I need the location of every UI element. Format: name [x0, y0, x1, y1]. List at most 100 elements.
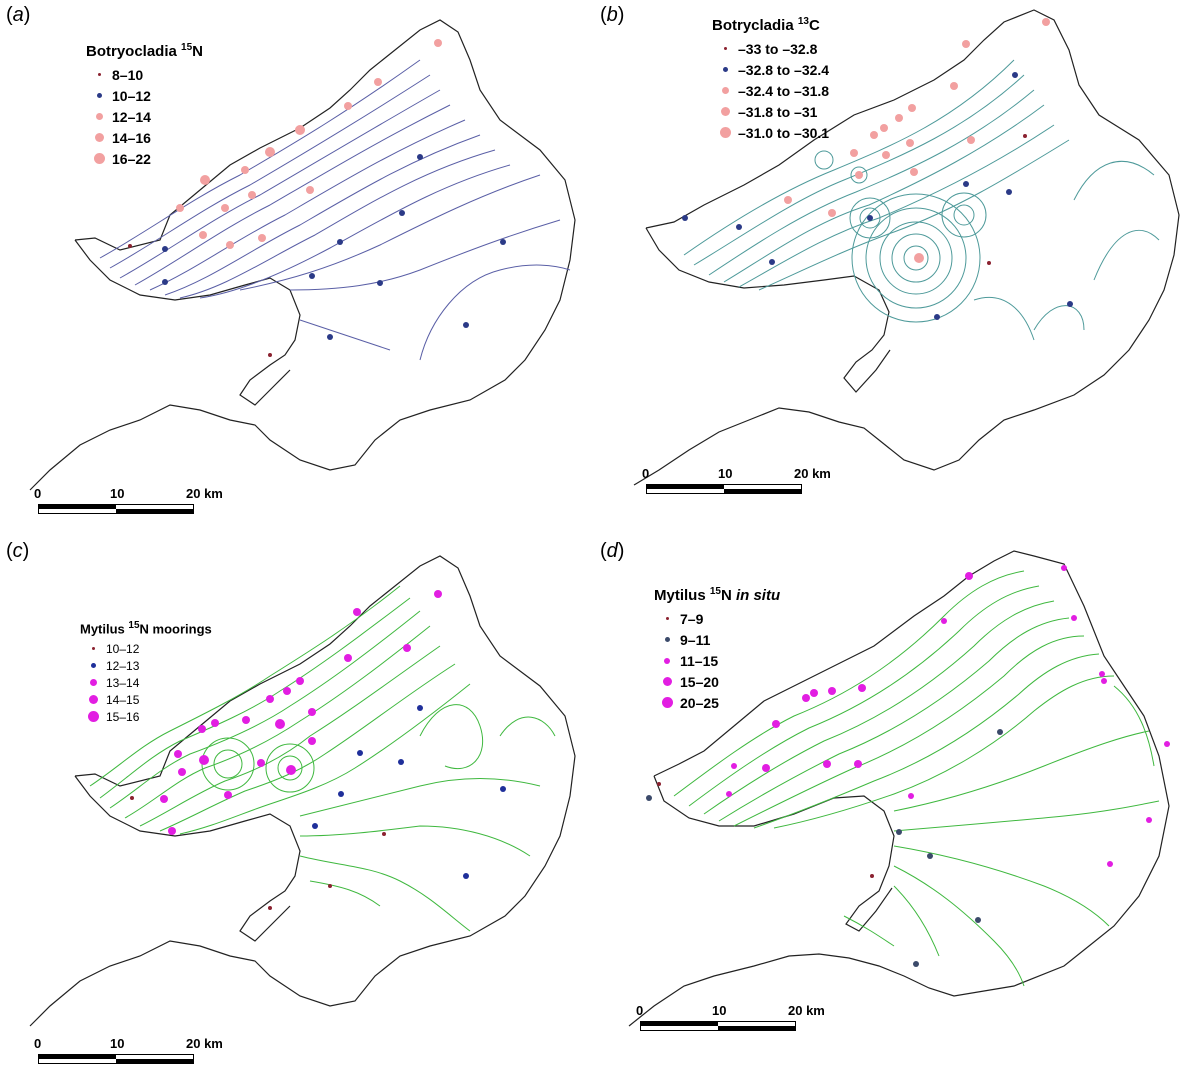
legend-symbol	[712, 107, 738, 116]
sample-point	[399, 210, 405, 216]
sample-point	[174, 750, 182, 758]
sample-point	[802, 694, 810, 702]
legend-item: 10–12	[80, 640, 212, 657]
scale-label-20: 20 km	[794, 466, 831, 481]
sample-point	[1067, 301, 1073, 307]
legend-item: 20–25	[654, 692, 780, 713]
sample-point	[895, 114, 903, 122]
scale-label-10: 10	[110, 1036, 125, 1051]
legend-symbol	[86, 73, 112, 76]
sample-point	[810, 689, 818, 697]
sample-point	[975, 917, 981, 923]
sample-point	[906, 139, 914, 147]
sample-point	[896, 829, 902, 835]
legend-label: –31.8 to –31	[738, 103, 818, 120]
sample-point	[168, 827, 176, 835]
sample-point	[463, 873, 469, 879]
sample-point	[1107, 861, 1113, 867]
sample-point	[913, 961, 919, 967]
sample-point	[327, 334, 333, 340]
legend-symbol	[654, 657, 680, 664]
legend-symbol	[80, 711, 106, 723]
legend-item: 8–10	[86, 64, 203, 85]
sample-point	[828, 209, 836, 217]
legend-item: –31.0 to –30.1	[712, 122, 829, 143]
sample-point	[417, 705, 423, 711]
sample-point	[338, 791, 344, 797]
legend-item: –33 to –32.8	[712, 38, 829, 59]
sample-point	[682, 215, 688, 221]
coastline	[628, 550, 1170, 1027]
sample-point	[769, 259, 775, 265]
legend-title: Mytilus 15N in situ	[654, 586, 781, 604]
sample-point	[224, 791, 232, 799]
map-panel-a: (a) Botryocladia 15N 8–10 10–12 12–14 14–16…	[0, 0, 594, 536]
legend-item: –32.4 to –31.8	[712, 80, 829, 101]
isotope-contours	[673, 570, 1160, 987]
legend-item: 11–15	[654, 650, 780, 671]
sample-point	[377, 280, 383, 286]
sample-point	[927, 853, 933, 859]
sample-point	[242, 716, 250, 724]
sample-point	[880, 124, 888, 132]
sample-point	[854, 760, 862, 768]
sample-point	[1042, 18, 1050, 26]
legend-rows: –33 to –32.8 –32.8 to –32.4 –32.4 to –31.8…	[712, 38, 829, 143]
panel-letter-d: (d)	[600, 540, 625, 562]
sample-point	[357, 750, 363, 756]
sample-point	[1101, 678, 1107, 684]
legend-item: 14–16	[86, 127, 203, 148]
sample-point	[221, 204, 229, 212]
legend-symbol	[86, 113, 112, 120]
sample-point	[823, 760, 831, 768]
sample-point	[265, 147, 275, 157]
legend-b: Botrycladia 13C –33 to –32.8 –32.8 to –32…	[712, 16, 829, 143]
coastline	[29, 555, 576, 1027]
sample-point	[646, 795, 652, 801]
legend-label: 14–16	[112, 129, 151, 146]
sample-point	[200, 175, 210, 185]
legend-label: 7–9	[680, 610, 704, 627]
sample-point	[908, 104, 916, 112]
sample-point	[1006, 189, 1012, 195]
sample-point	[731, 763, 737, 769]
sample-point	[258, 234, 266, 242]
legend-label: 16–22	[112, 150, 151, 167]
sample-point	[199, 231, 207, 239]
scale-label-0: 0	[636, 1003, 644, 1018]
legend-rows: 10–12 12–13 13–14 14–15 15–16	[80, 640, 212, 725]
sample-point	[500, 239, 506, 245]
scale-label-10: 10	[110, 486, 125, 501]
sample-point	[211, 719, 219, 727]
map-canvas-b	[633, 9, 1180, 486]
sample-point	[241, 166, 249, 174]
scale-label-20: 20 km	[186, 1036, 223, 1051]
sample-point	[828, 687, 836, 695]
sample-point	[160, 795, 168, 803]
legend-symbol	[712, 47, 738, 50]
sample-point	[309, 273, 315, 279]
sample-point	[962, 40, 970, 48]
sample-point	[870, 874, 874, 878]
legend-label: –31.0 to –30.1	[738, 124, 830, 141]
legend-label: –32.8 to –32.4	[738, 61, 830, 78]
legend-item: 12–14	[86, 106, 203, 127]
sample-points	[130, 590, 506, 910]
sample-point	[266, 695, 274, 703]
sample-point	[382, 832, 386, 836]
legend-label: 11–15	[680, 652, 719, 669]
sample-point	[1023, 134, 1027, 138]
legend-label: 20–25	[680, 694, 719, 711]
legend-rows: 7–9 9–11 11–15 15–20 20–25	[654, 608, 780, 713]
sample-point	[308, 708, 316, 716]
sample-point	[295, 125, 305, 135]
sample-points	[646, 565, 1170, 967]
scale-label-0: 0	[34, 1036, 42, 1051]
sample-point	[772, 720, 780, 728]
sample-point	[967, 136, 975, 144]
sample-point	[403, 644, 411, 652]
legend-symbol	[654, 617, 680, 620]
sample-points	[682, 18, 1073, 320]
sample-point	[657, 782, 661, 786]
legend-item: 7–9	[654, 608, 780, 629]
